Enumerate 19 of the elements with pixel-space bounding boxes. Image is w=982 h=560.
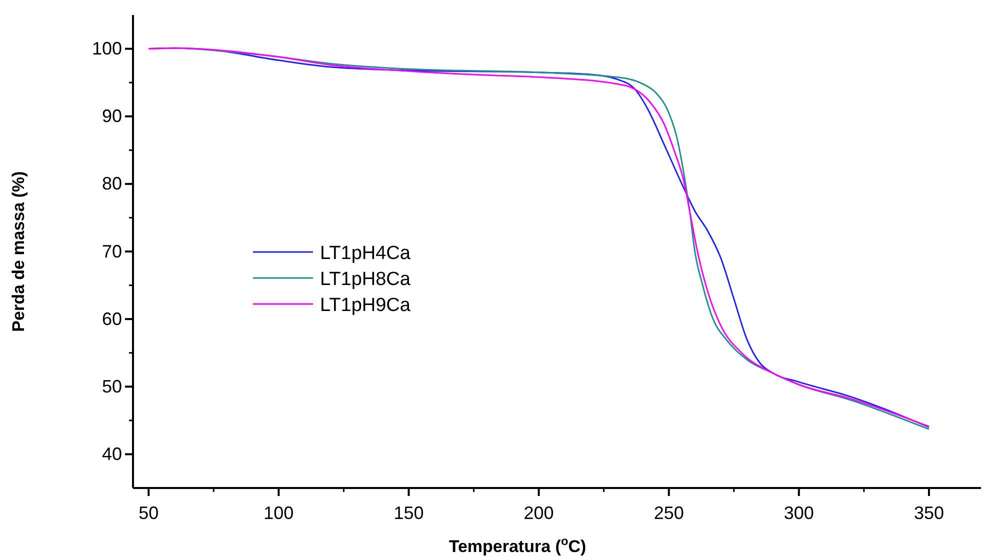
x-axis-title: Temperatura ($^{o}$C) bbox=[448, 534, 586, 556]
y-tick-label: 60 bbox=[102, 308, 122, 329]
y-tick-label: 80 bbox=[102, 174, 122, 194]
y-axis-title: Perda de massa (%) bbox=[9, 171, 28, 332]
x-tick-label: 50 bbox=[138, 502, 159, 523]
x-tick-label: 300 bbox=[784, 502, 814, 523]
y-tick-label: 50 bbox=[102, 376, 122, 396]
y-tick-label: 90 bbox=[102, 106, 122, 126]
y-tick-label: 100 bbox=[92, 38, 122, 59]
x-tick-label: 250 bbox=[654, 502, 684, 523]
x-tick-label: 150 bbox=[394, 502, 424, 523]
x-tick-label: 200 bbox=[524, 502, 554, 523]
legend-label: LT1pH8Ca bbox=[320, 269, 411, 290]
x-tick-label: 350 bbox=[914, 502, 944, 523]
legend-label: LT1pH9Ca bbox=[320, 295, 411, 316]
x-tick-label: 100 bbox=[264, 502, 294, 523]
y-tick-label: 40 bbox=[102, 444, 122, 464]
y-tick-label: 70 bbox=[102, 241, 122, 262]
legend-label: LT1pH4Ca bbox=[320, 243, 411, 264]
